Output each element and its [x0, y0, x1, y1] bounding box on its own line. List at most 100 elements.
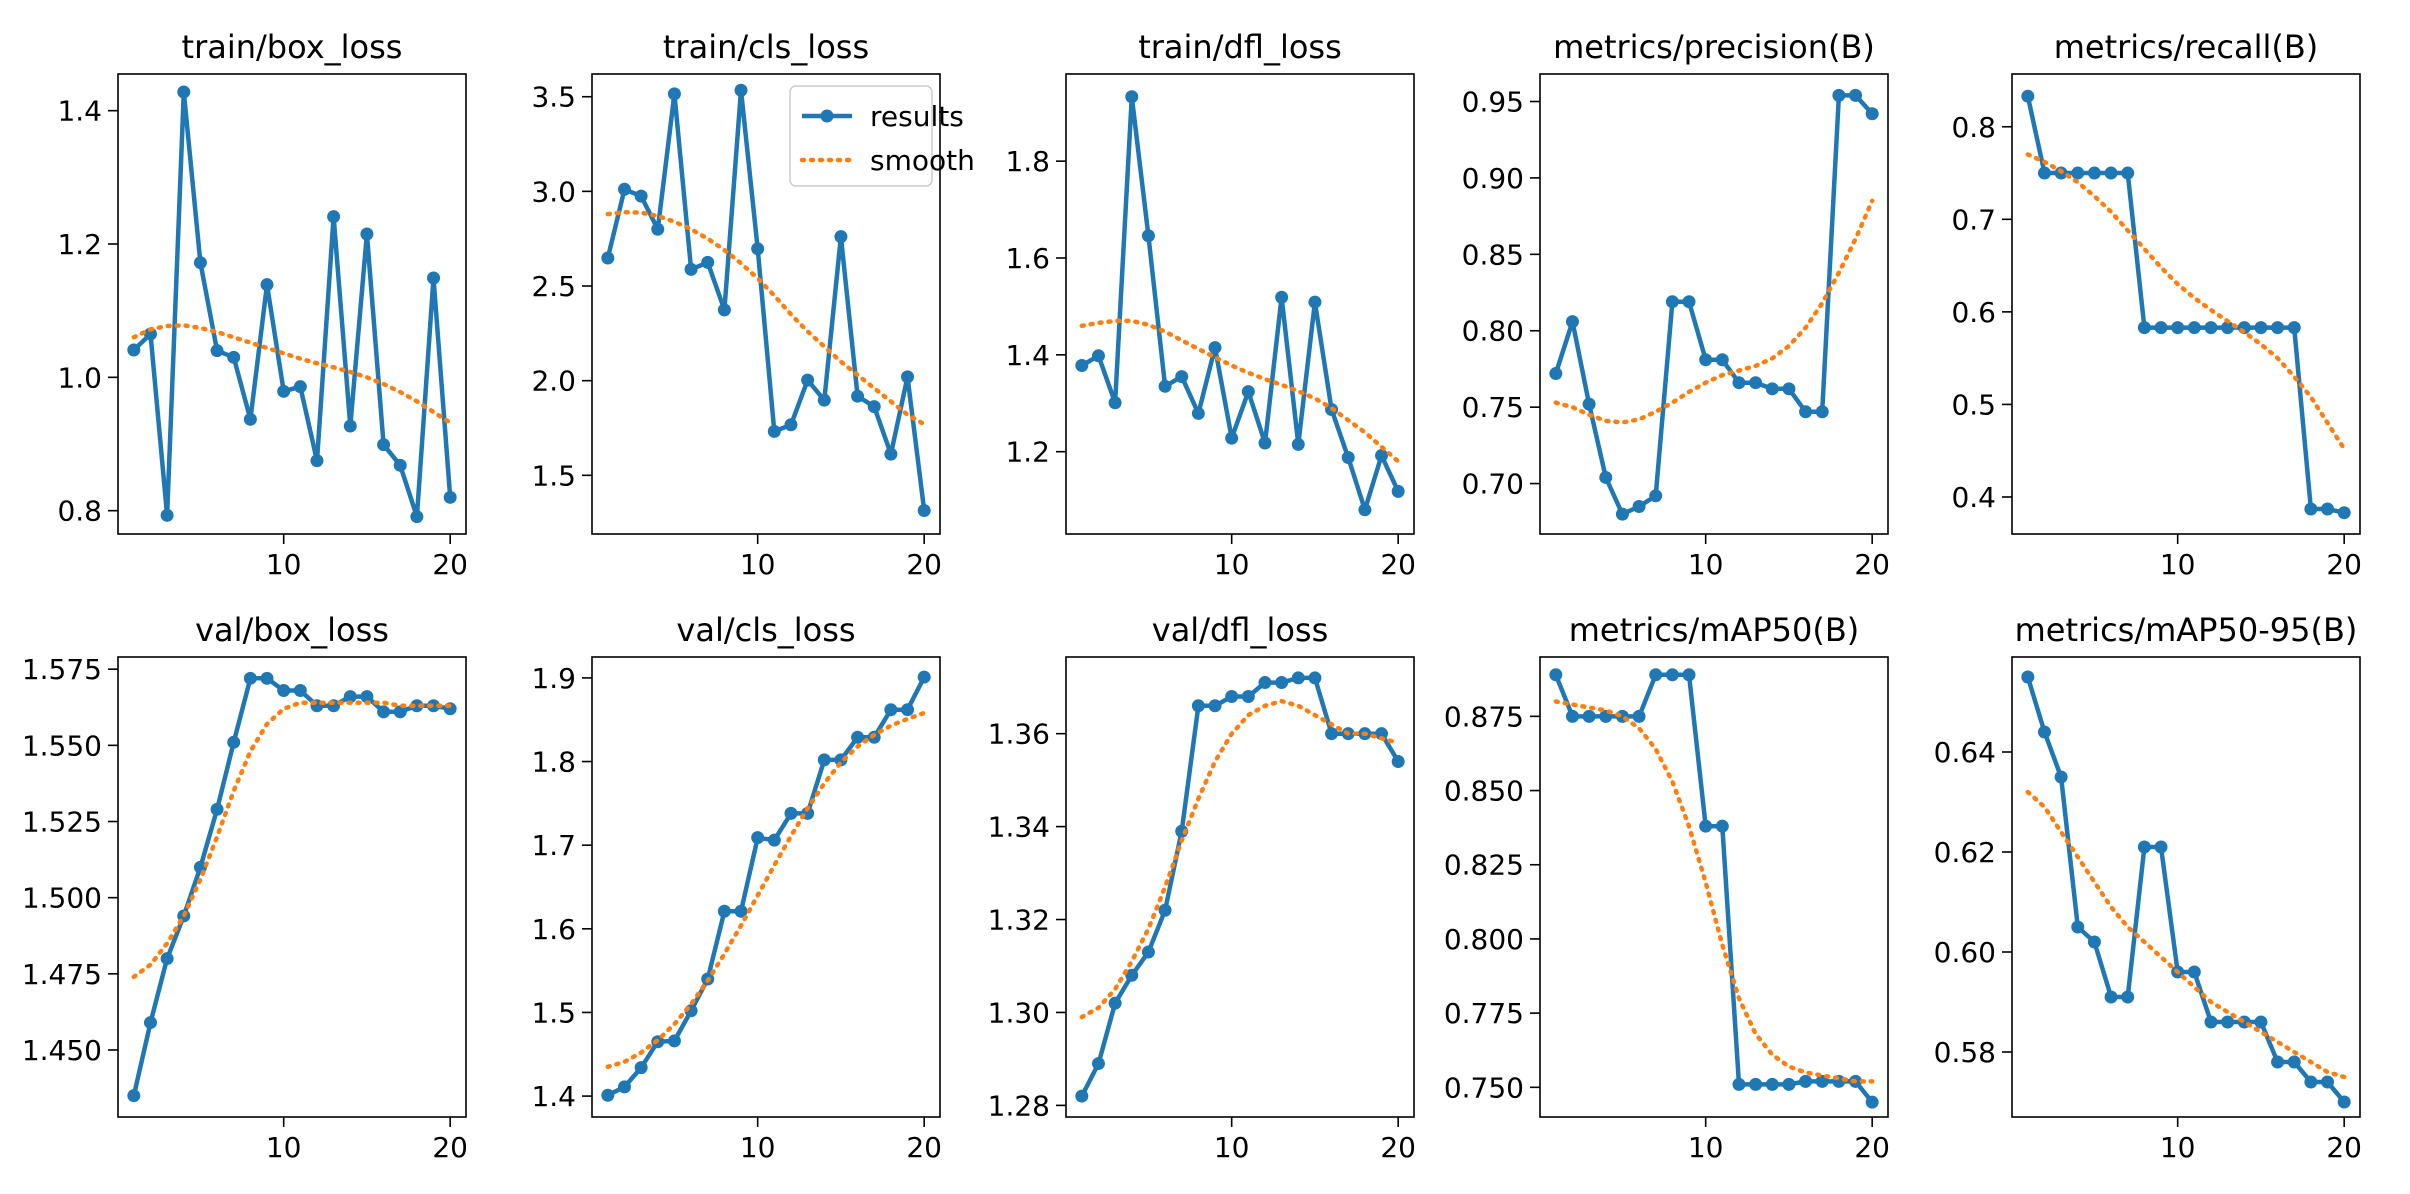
chart-6-ytick-label-0: 1.4 [531, 1080, 576, 1113]
chart-7-results-point-4 [1125, 968, 1139, 982]
chart-1-axes-frame [591, 73, 941, 535]
chart-9-results-point-18 [2304, 1075, 2318, 1089]
chart-5-results-point-8 [243, 671, 257, 685]
chart-6-ytick-label-3: 1.7 [531, 829, 576, 862]
chart-4-results-point-15 [2254, 321, 2268, 335]
chart-9-xtick-label-0: 10 [2160, 1131, 2196, 1164]
chart-7-results-point-3 [1108, 996, 1122, 1010]
chart-1-results-point-18 [884, 447, 898, 461]
chart-5-results-point-11 [293, 684, 307, 698]
chart-9-results-point-17 [2287, 1055, 2301, 1069]
chart-8-results-point-14 [1765, 1077, 1779, 1091]
chart-8-ytick-label-2: 0.800 [1444, 923, 1524, 956]
chart-0-results-point-20 [443, 490, 457, 504]
chart-9-results-point-6 [2104, 990, 2118, 1004]
chart-1-ytick-label-4: 3.5 [531, 81, 576, 114]
chart-9-ytick-label-1: 0.60 [1934, 936, 1996, 969]
chart-3-xtick-label-0: 10 [1688, 548, 1724, 581]
chart-6-results-point-18 [884, 703, 898, 717]
chart-2-results-point-5 [1141, 229, 1155, 243]
chart-1-results-point-12 [784, 418, 798, 432]
chart-2-ytick-label-1: 1.4 [1005, 339, 1050, 372]
chart-0-results-point-4 [177, 85, 191, 99]
chart-4-results-point-18 [2304, 502, 2318, 516]
chart-6-results-point-2 [617, 1080, 631, 1094]
chart-3-results-point-8 [1665, 295, 1679, 309]
chart-8-results-point-1 [1549, 668, 1563, 682]
chart-6-results-point-12 [784, 806, 798, 820]
chart-3-results-point-10 [1699, 353, 1713, 367]
chart-8-results-point-10 [1699, 819, 1713, 833]
chart-1-ytick-label-3: 3.0 [531, 175, 576, 208]
chart-5-axes-frame [117, 656, 467, 1118]
chart-4-panel: metrics/recall(B) 10 20 0.4 0.5 0.6 0.7 0.8 [1951, 28, 2362, 581]
chart-1-results-point-5 [667, 87, 681, 101]
chart-7-results-point-16 [1325, 727, 1339, 741]
chart-1-results-point-14 [817, 393, 831, 407]
chart-9-results-point-16 [2271, 1055, 2285, 1069]
chart-6-smooth-line [605, 710, 927, 1070]
chart-0-results-point-14 [343, 419, 357, 433]
chart-1-xtick-label-1: 20 [906, 548, 942, 581]
chart-5-results-point-16 [377, 705, 391, 719]
chart-7-ytick-label-1: 1.30 [988, 996, 1050, 1029]
chart-2-panel: train/dfl_loss 10 20 1.2 1.4 1.6 1.8 [1005, 28, 1416, 581]
chart-5-ytick-label-3: 1.525 [22, 806, 102, 839]
chart-3-results-point-6 [1632, 499, 1646, 513]
chart-4-results-line [2025, 95, 2345, 515]
chart-6-results-point-8 [717, 904, 731, 918]
chart-2-results-point-1 [1075, 358, 1089, 372]
chart-4-results-point-19 [2321, 502, 2335, 516]
chart-6-results-point-1 [601, 1088, 615, 1102]
chart-6-title: val/cls_loss [676, 611, 855, 649]
chart-9-results-point-7 [2121, 990, 2135, 1004]
chart-3-results-point-7 [1649, 489, 1663, 503]
chart-2-results-point-20 [1391, 484, 1405, 498]
chart-3-results-line [1553, 93, 1874, 517]
chart-9-ytick-label-2: 0.62 [1934, 836, 1996, 869]
chart-5-xtick-label-0: 10 [266, 1131, 302, 1164]
chart-0-ytick-label-0: 0.8 [57, 495, 102, 528]
chart-0-xtick-label-0: 10 [266, 548, 302, 581]
chart-1-results-point-7 [701, 255, 715, 269]
chart-0-results-point-15 [360, 227, 374, 241]
chart-6-results-point-3 [634, 1061, 648, 1075]
chart-9-results-point-19 [2321, 1075, 2335, 1089]
chart-7-title: val/dfl_loss [1152, 611, 1329, 649]
chart-0-results-point-13 [327, 210, 341, 224]
chart-0-results-point-9 [260, 278, 274, 292]
chart-8-results-point-9 [1682, 668, 1696, 682]
chart-7-ytick-label-2: 1.32 [988, 904, 1050, 937]
chart-8-results-point-2 [1565, 709, 1579, 723]
chart-0-results-point-3 [160, 508, 174, 522]
chart-6-xtick-label-0: 10 [740, 1131, 776, 1164]
chart-0-results-point-19 [427, 271, 441, 285]
chart-6-results-point-14 [817, 753, 831, 767]
chart-7-results-point-20 [1391, 755, 1405, 769]
chart-7-results-point-6 [1158, 903, 1172, 917]
chart-8-smooth-line [1553, 699, 1875, 1084]
chart-8-ytick-label-5: 0.875 [1444, 700, 1524, 733]
chart-4-results-point-7 [2121, 166, 2135, 180]
chart-8-ytick-label-3: 0.825 [1444, 849, 1524, 882]
chart-3-ytick-label-2: 0.80 [1462, 315, 1524, 348]
chart-7-results-point-19 [1375, 727, 1389, 741]
chart-1-panel: train/cls_loss 10 20 1.5 2.0 2.5 3.0 3.5 results… [531, 28, 974, 581]
chart-1-xtick-label-0: 10 [740, 548, 776, 581]
chart-9-results-point-15 [2254, 1015, 2268, 1029]
chart-3-ytick-label-4: 0.90 [1462, 162, 1524, 195]
chart-2-xtick-label-1: 20 [1380, 548, 1416, 581]
chart-0-panel: train/box_loss 10 20 0.8 1.0 1.2 1.4 [57, 28, 468, 581]
chart-8-ytick-label-0: 0.750 [1444, 1071, 1524, 1104]
chart-2-xtick-label-0: 10 [1214, 548, 1250, 581]
chart-2-ytick-label-0: 1.2 [1005, 436, 1050, 469]
chart-1-results-point-11 [767, 424, 781, 438]
chart-4-ytick-label-4: 0.8 [1951, 111, 1996, 144]
chart-0-results-point-12 [310, 454, 324, 468]
chart-9-results-point-4 [2071, 920, 2085, 934]
chart-9-panel: metrics/mAP50-95(B) 10 20 0.58 0.60 0.62 0.64 [1934, 611, 2362, 1164]
chart-4-results-point-11 [2187, 321, 2201, 335]
chart-6-panel: val/cls_loss 10 20 1.4 1.5 1.6 1.7 1.8 1.9 [531, 611, 942, 1164]
chart-7-results-point-12 [1258, 676, 1272, 690]
chart-9-smooth-line [2025, 789, 2347, 1080]
